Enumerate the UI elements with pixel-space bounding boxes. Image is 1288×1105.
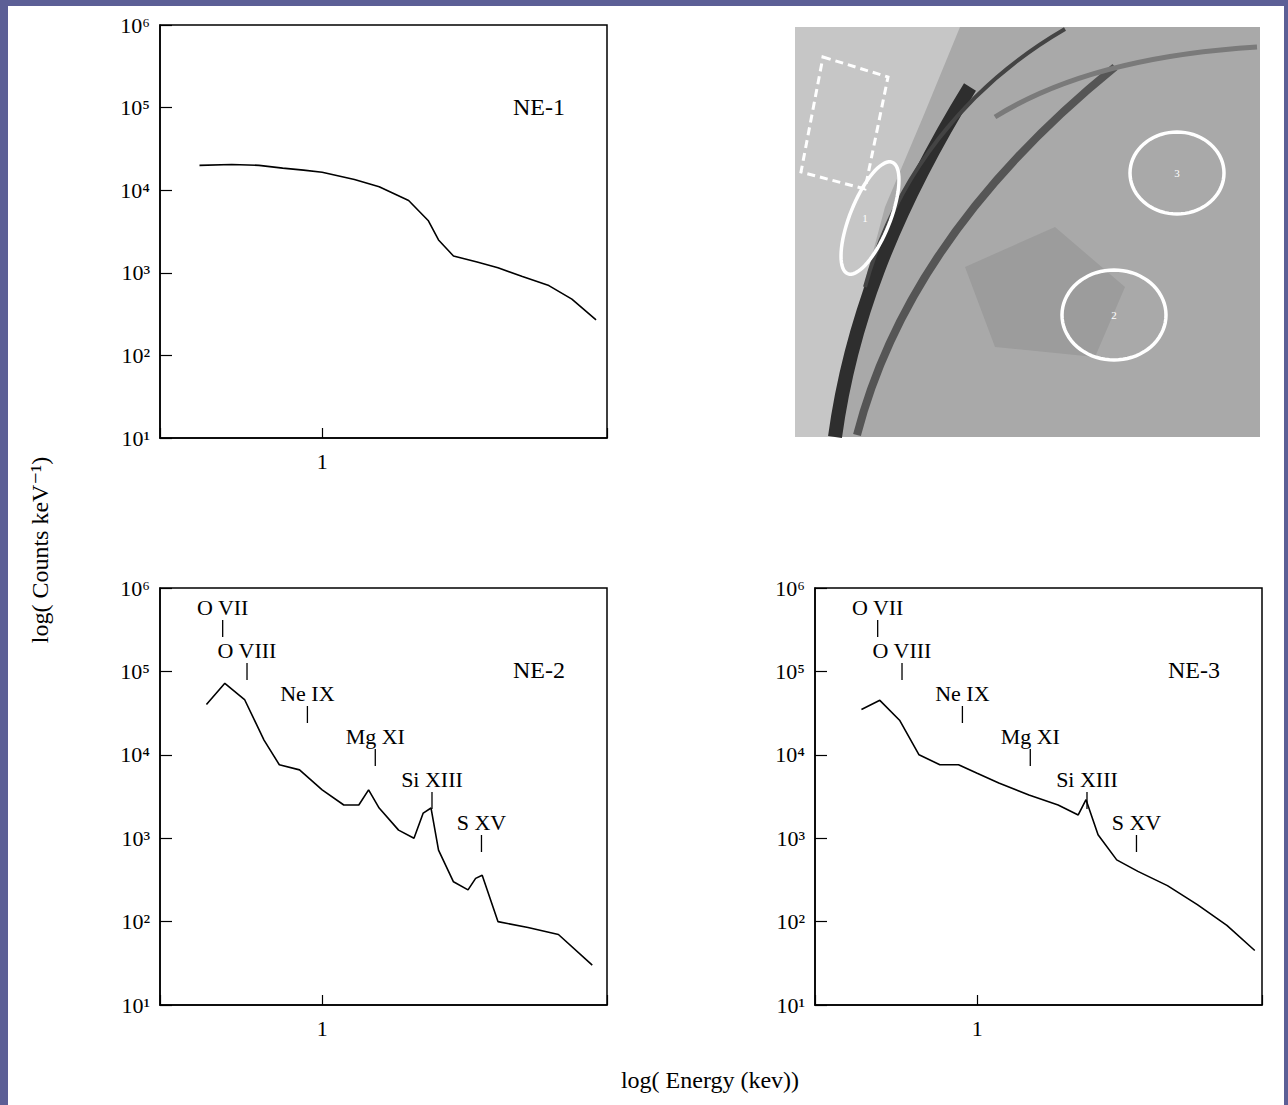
svg-text:10³: 10³ bbox=[776, 826, 805, 851]
svg-text:3: 3 bbox=[1174, 167, 1180, 179]
svg-text:1: 1 bbox=[862, 212, 868, 224]
svg-text:NE-1: NE-1 bbox=[513, 94, 565, 120]
svg-text:10⁶: 10⁶ bbox=[120, 13, 150, 38]
svg-text:1: 1 bbox=[317, 449, 328, 474]
svg-text:NE-2: NE-2 bbox=[513, 657, 565, 683]
svg-text:O VIII: O VIII bbox=[873, 638, 932, 663]
svg-text:10²: 10² bbox=[121, 343, 150, 368]
svg-text:Mg XI: Mg XI bbox=[346, 724, 405, 749]
svg-text:10³: 10³ bbox=[121, 260, 150, 285]
svg-text:10⁵: 10⁵ bbox=[120, 95, 150, 120]
svg-text:10¹: 10¹ bbox=[776, 993, 805, 1018]
svg-text:10³: 10³ bbox=[121, 826, 150, 851]
svg-text:S XV: S XV bbox=[1112, 810, 1162, 835]
svg-text:S XV: S XV bbox=[457, 810, 507, 835]
svg-text:2: 2 bbox=[1111, 309, 1117, 321]
svg-text:O VII: O VII bbox=[197, 595, 249, 620]
svg-text:O VII: O VII bbox=[852, 595, 904, 620]
svg-text:10²: 10² bbox=[776, 909, 805, 934]
svg-text:10⁶: 10⁶ bbox=[120, 576, 150, 601]
svg-text:1: 1 bbox=[317, 1016, 328, 1041]
svg-text:log( Counts keV⁻¹): log( Counts keV⁻¹) bbox=[27, 457, 53, 644]
svg-text:10⁵: 10⁵ bbox=[775, 659, 805, 684]
svg-text:Si XIII: Si XIII bbox=[401, 767, 463, 792]
svg-text:10⁶: 10⁶ bbox=[775, 576, 805, 601]
svg-text:O VIII: O VIII bbox=[218, 638, 277, 663]
svg-text:Ne IX: Ne IX bbox=[280, 681, 334, 706]
svg-text:Si XIII: Si XIII bbox=[1056, 767, 1118, 792]
svg-text:10⁴: 10⁴ bbox=[120, 742, 150, 767]
svg-text:Ne IX: Ne IX bbox=[935, 681, 989, 706]
svg-text:NE-3: NE-3 bbox=[1168, 657, 1220, 683]
svg-text:10²: 10² bbox=[121, 909, 150, 934]
svg-text:10⁴: 10⁴ bbox=[775, 742, 805, 767]
svg-text:10⁵: 10⁵ bbox=[120, 659, 150, 684]
svg-text:10⁴: 10⁴ bbox=[120, 178, 150, 203]
svg-text:1: 1 bbox=[972, 1016, 983, 1041]
svg-text:10¹: 10¹ bbox=[121, 426, 150, 451]
svg-text:10¹: 10¹ bbox=[121, 993, 150, 1018]
svg-text:log( Energy (kev)): log( Energy (kev)) bbox=[621, 1067, 799, 1093]
svg-text:Mg XI: Mg XI bbox=[1001, 724, 1060, 749]
